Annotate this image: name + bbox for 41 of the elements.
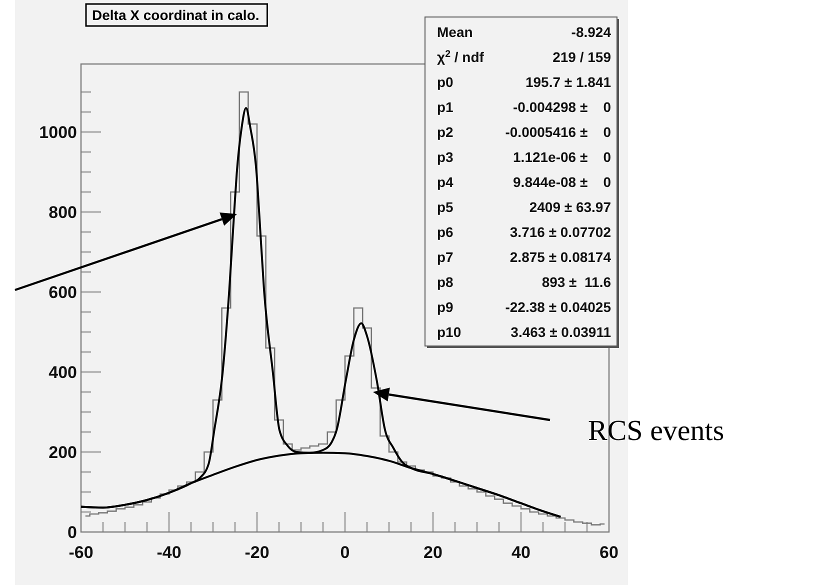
annotation: 2.875 ± 0.08174 <box>510 249 612 265</box>
annotation: 3.463 ± 0.03911 <box>510 324 612 340</box>
x-tick-label: -60 <box>68 543 94 562</box>
x-tick-label: 40 <box>512 543 530 562</box>
annotation: -0.004298 ± 0 <box>513 99 612 115</box>
annotation: p4 <box>437 174 454 190</box>
annotation: p9 <box>437 299 454 315</box>
annotation: χ$^{2}$ / ndf <box>437 48 484 65</box>
annotation: p10 <box>437 324 462 340</box>
annotation: 893 ± 11.6 <box>542 274 612 290</box>
annotation: p1 <box>437 99 454 115</box>
y-tick-label: 800 <box>48 202 77 222</box>
annotation: p3 <box>437 149 454 165</box>
chart-title: Delta X coordinat in calo. <box>92 7 260 23</box>
annotation: 1.121e-06 ± 0 <box>513 149 612 165</box>
annotation: p6 <box>437 224 454 240</box>
annotation: 9.844e-08 ± 0 <box>513 174 612 190</box>
annotation: 3.716 ± 0.07702 <box>510 224 612 240</box>
y-tick-label: 1000 <box>39 122 77 142</box>
annotation: p0 <box>437 74 454 90</box>
text: Mean <box>437 24 473 40</box>
annotation: 195.7 ± 1.841 <box>525 74 612 90</box>
y-tick-label: 400 <box>48 362 77 382</box>
annotation: 219 / 159 <box>552 49 612 65</box>
annotation: p5 <box>437 199 454 215</box>
y-tick-label: 600 <box>48 282 77 302</box>
y-tick-label: 200 <box>48 442 77 462</box>
annotation: p2 <box>437 124 454 140</box>
text: -8.924 <box>571 24 612 40</box>
annotation: -0.0005416 ± 0 <box>505 124 612 140</box>
annotation: p8 <box>437 274 454 290</box>
x-tick-label: -20 <box>244 543 270 562</box>
x-tick-label: 60 <box>600 543 618 562</box>
annotation: p7 <box>437 249 454 265</box>
y-tick-label: 0 <box>68 522 77 542</box>
annotation: RCS events <box>588 415 724 447</box>
x-tick-label: 20 <box>424 543 442 562</box>
annotation: -22.38 ± 0.04025 <box>505 299 612 315</box>
x-tick-label: -40 <box>156 543 182 562</box>
x-tick-label: 0 <box>340 543 350 562</box>
annotation: 2409 ± 63.97 <box>529 199 612 215</box>
